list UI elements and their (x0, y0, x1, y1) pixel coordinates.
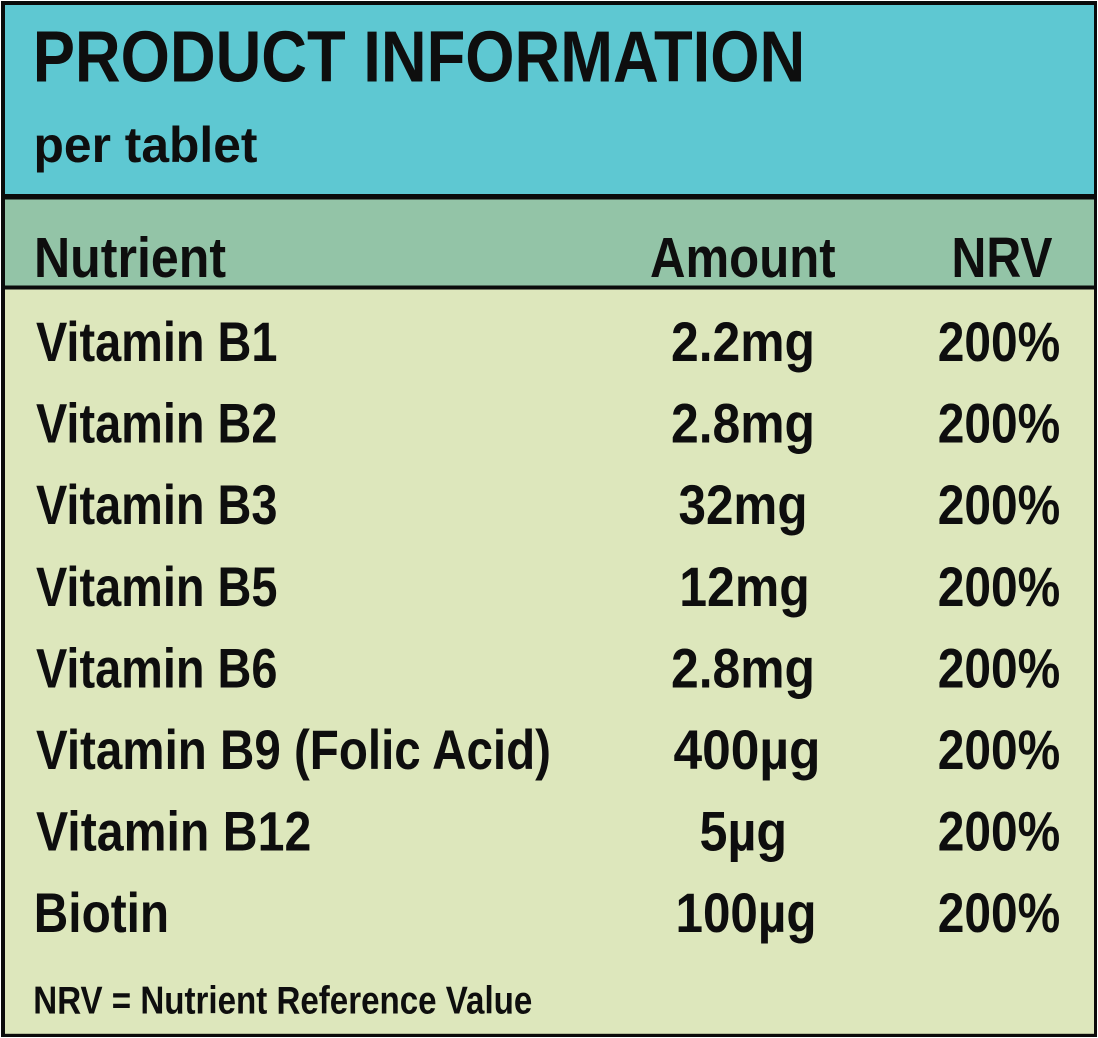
svg-text:2.8mg: 2.8mg (671, 392, 815, 455)
svg-text:NRV: NRV (952, 226, 1053, 290)
svg-text:Vitamin B1: Vitamin B1 (36, 310, 278, 373)
svg-text:32mg: 32mg (679, 473, 808, 536)
svg-text:200%: 200% (938, 636, 1061, 699)
svg-text:Nutrient: Nutrient (34, 226, 226, 290)
svg-text:2.2mg: 2.2mg (671, 310, 815, 373)
svg-text:Vitamin B2: Vitamin B2 (36, 392, 278, 455)
svg-text:200%: 200% (938, 310, 1061, 373)
svg-text:200%: 200% (938, 881, 1061, 944)
svg-text:200%: 200% (938, 392, 1061, 455)
svg-text:Vitamin B6: Vitamin B6 (36, 636, 278, 699)
svg-text:100µg: 100µg (676, 881, 817, 944)
svg-text:200%: 200% (938, 800, 1061, 863)
svg-text:PRODUCT INFORMATION: PRODUCT INFORMATION (33, 18, 806, 98)
svg-text:Amount: Amount (650, 226, 836, 290)
svg-text:5µg: 5µg (700, 800, 788, 863)
svg-text:Vitamin B3: Vitamin B3 (36, 473, 278, 536)
svg-text:200%: 200% (938, 473, 1061, 536)
svg-text:200%: 200% (938, 555, 1061, 618)
svg-text:NRV = Nutrient Reference Value: NRV = Nutrient Reference Value (33, 980, 532, 1023)
svg-text:200%: 200% (938, 718, 1061, 781)
svg-text:12mg: 12mg (679, 555, 810, 618)
svg-text:Vitamin B5: Vitamin B5 (36, 555, 278, 618)
svg-text:Biotin: Biotin (34, 881, 169, 944)
svg-text:per tablet: per tablet (34, 117, 258, 173)
svg-text:400µg: 400µg (674, 718, 821, 781)
svg-text:Vitamin B9 (Folic Acid): Vitamin B9 (Folic Acid) (36, 718, 551, 781)
svg-text:Vitamin B12: Vitamin B12 (36, 800, 311, 863)
svg-text:2.8mg: 2.8mg (671, 636, 815, 699)
